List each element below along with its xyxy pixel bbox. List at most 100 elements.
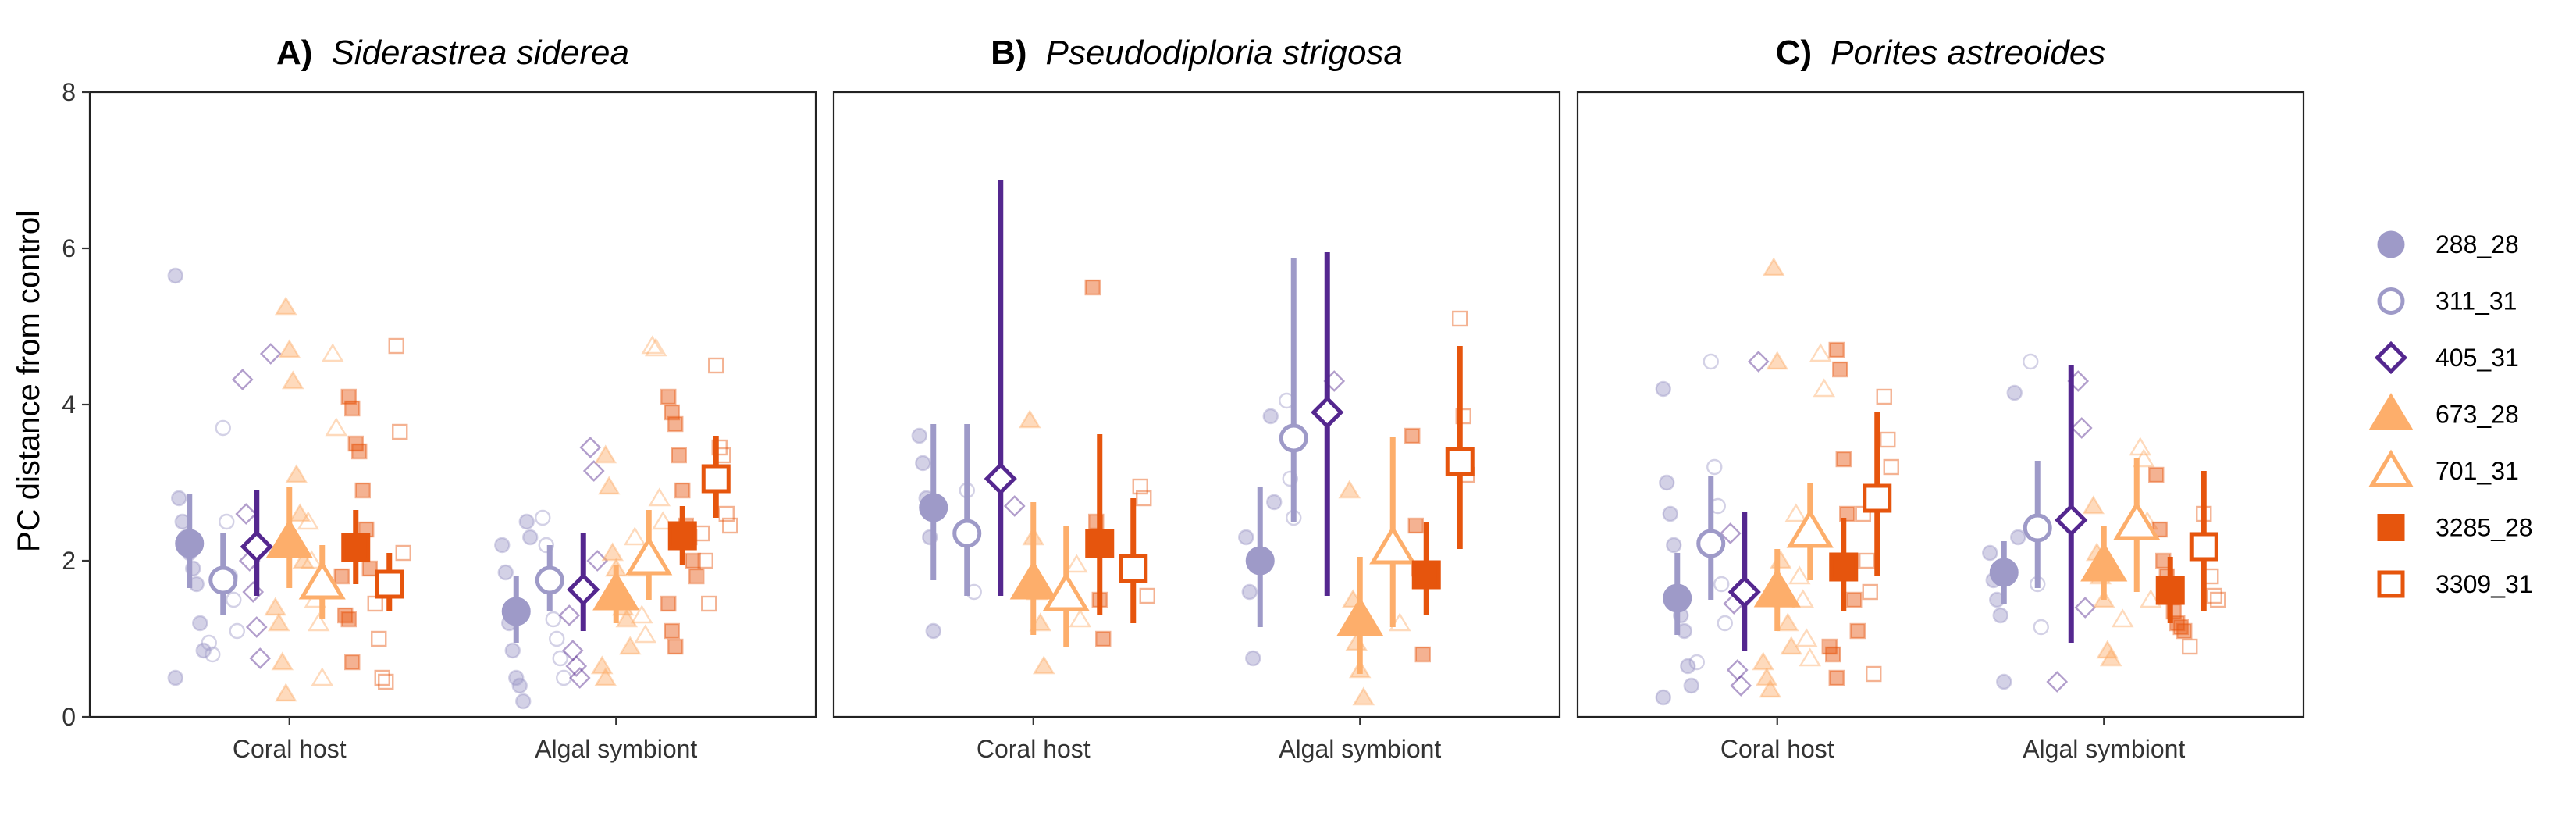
mean-point [375,569,404,599]
raw-point [1404,427,1421,444]
raw-point [2210,591,2226,608]
raw-point [1655,689,1671,706]
raw-point [1876,388,1892,405]
raw-point [1245,650,1261,667]
raw-point [2129,437,2152,456]
raw-point [201,634,217,651]
raw-point [1018,409,1041,429]
legend-item: 701_31 [2368,449,2519,487]
raw-point [1821,638,1838,655]
panel-3: C) Porites astreoides Coral host Algal symb… [1576,34,2305,763]
raw-point [267,612,290,632]
mean-point [2189,532,2218,562]
panel-2: B) Pseudodiploria strigosa Coral host Algal… [832,34,1561,763]
raw-point [1982,544,1998,562]
raw-point [171,490,187,507]
raw-point [1791,589,1815,608]
raw-point [1717,615,1733,632]
mean-point [592,571,640,611]
raw-point [708,357,724,374]
raw-point [515,693,532,710]
raw-point [347,435,364,452]
legend-key [2368,393,2414,430]
y-tick-label: 2 [62,547,76,575]
raw-point [1136,490,1152,507]
mean-point [535,565,564,595]
raw-point [1813,378,1836,398]
legend-key [2374,340,2408,375]
raw-point [648,487,671,507]
raw-point [494,537,511,554]
y-tick-label: 6 [62,234,76,262]
raw-point [511,677,528,694]
raw-point [2148,466,2165,483]
mean-point [1279,423,1308,453]
mean-point [952,519,982,548]
raw-point [1799,647,1822,667]
raw-point [660,595,677,612]
raw-point [271,651,294,671]
raw-point [1809,343,1832,362]
raw-point [1766,351,1789,370]
legend-label: 311_31 [2435,287,2517,316]
raw-point [1065,554,1088,573]
y-tick-label: 0 [62,703,76,731]
raw-point [1069,608,1092,628]
raw-point [634,624,657,644]
raw-point [1282,470,1298,487]
mean-point [1009,560,1057,600]
raw-point [1407,517,1424,534]
raw-point [925,622,941,640]
raw-point [1788,565,1811,585]
raw-point [195,642,212,659]
mean-point [1311,395,1344,430]
x-tick-label: Coral host [233,735,347,763]
raw-point [1703,353,1719,370]
raw-point [1726,659,1749,681]
raw-points [911,279,1475,706]
raw-point [1706,458,1723,476]
raw-point [2176,622,2193,640]
raw-point [630,604,653,624]
raw-point [1352,686,1375,706]
raw-point [340,388,357,405]
raw-point [307,612,330,632]
raw-point [601,542,624,562]
raw-point [1747,351,1770,373]
mean-point [1445,447,1475,476]
mean-point [2023,513,2052,543]
raw-point [1866,665,1882,683]
raw-point [618,636,642,655]
raw-point [274,683,297,702]
panel-title: C) Porites astreoides [1776,34,2106,72]
legend-key [2368,449,2414,487]
mean-point [1085,529,1115,558]
raw-point [1455,408,1471,425]
raw-point [388,337,404,355]
raw-point [2206,587,2222,604]
raw-point [911,427,927,444]
legend-label: 701_31 [2435,457,2519,485]
raw-point [1780,636,1803,655]
raw-point [354,482,371,499]
raw-point [1139,587,1155,604]
raw-point [2139,589,2162,608]
panel-frame [832,91,1561,718]
raw-point [242,581,265,603]
raw-point [674,482,691,499]
legend-label: 405_31 [2435,344,2519,372]
mean-point [2113,501,2161,540]
raw-point [344,400,361,417]
mean-point [1786,508,1834,548]
raw-point [667,638,684,655]
raw-point [535,509,551,526]
raw-point [1238,529,1254,546]
panel-species: Porites astreoides [1831,34,2105,72]
panels: A) Siderastrea siderea 0 2 4 6 8 Coral host Alga… [62,34,2305,763]
raw-point [1338,480,1361,499]
mean-point [240,529,273,564]
mean-point [1663,583,1692,613]
raw-point [1795,628,1818,647]
mean-point [919,493,948,522]
